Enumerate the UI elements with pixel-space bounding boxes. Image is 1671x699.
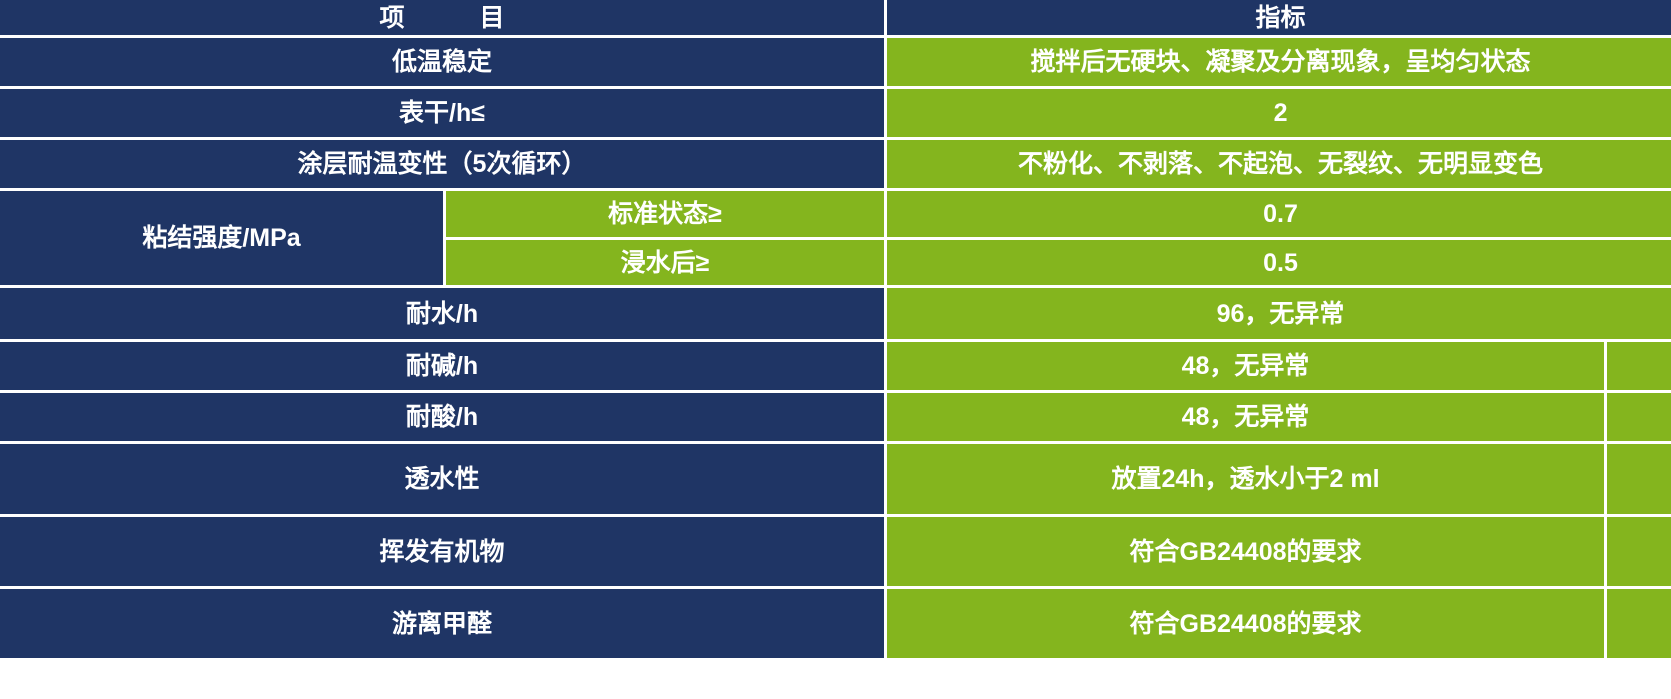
header-indicator-label: 指标 — [884, 0, 1671, 38]
spec-table: 项 目 指标 低温稳定 搅拌后无硬块、凝聚及分离现象，呈均匀状态 表干/h≤ 2… — [0, 0, 1671, 661]
table-row: 透水性 放置24h，透水小于2 ml — [0, 441, 1671, 517]
empty-cell-water-permeability — [1604, 441, 1671, 517]
item-surface-dry-time: 表干/h≤ — [0, 86, 888, 140]
empty-cell-alkali-resistance — [1604, 339, 1671, 393]
header-row: 项 目 指标 — [0, 0, 1671, 38]
empty-cell-free-formaldehyde — [1604, 586, 1671, 661]
item-free-formaldehyde: 游离甲醛 — [0, 586, 888, 661]
sublabel-bond-strength-after-immersion: 浸水后≥ — [442, 237, 888, 288]
table-row: 耐碱/h 48，无异常 — [0, 339, 1671, 393]
value-free-formaldehyde: 符合GB24408的要求 — [884, 586, 1608, 661]
value-coating-heat-cold-cycle: 不粉化、不剥落、不起泡、无裂纹、无明显变色 — [884, 137, 1671, 191]
table-row: 粘结强度/MPa 标准状态≥ 0.7 — [0, 188, 1671, 288]
table-row: 耐酸/h 48，无异常 — [0, 390, 1671, 444]
item-alkali-resistance: 耐碱/h — [0, 339, 888, 393]
table-row: 涂层耐温变性（5次循环） 不粉化、不剥落、不起泡、无裂纹、无明显变色 — [0, 137, 1671, 191]
item-low-temp-stability: 低温稳定 — [0, 35, 888, 89]
item-acid-resistance: 耐酸/h — [0, 390, 888, 444]
value-acid-resistance: 48，无异常 — [884, 390, 1608, 444]
table-row: 低温稳定 搅拌后无硬块、凝聚及分离现象，呈均匀状态 — [0, 35, 1671, 89]
value-bond-strength-standard: 0.7 — [884, 188, 1671, 240]
value-alkali-resistance: 48，无异常 — [884, 339, 1608, 393]
table-row: 表干/h≤ 2 — [0, 86, 1671, 140]
value-water-permeability: 放置24h，透水小于2 ml — [884, 441, 1608, 517]
item-coating-heat-cold-cycle: 涂层耐温变性（5次循环） — [0, 137, 888, 191]
item-bond-strength: 粘结强度/MPa — [0, 188, 446, 288]
item-water-permeability: 透水性 — [0, 441, 888, 517]
table-row: 耐水/h 96，无异常 — [0, 285, 1671, 342]
header-item-label: 项 目 — [0, 0, 888, 38]
empty-cell-acid-resistance — [1604, 390, 1671, 444]
sublabel-bond-strength-standard: 标准状态≥ — [442, 188, 888, 240]
item-water-resistance: 耐水/h — [0, 285, 888, 342]
value-surface-dry-time: 2 — [884, 86, 1671, 140]
value-bond-strength-after-immersion: 0.5 — [884, 237, 1671, 288]
value-low-temp-stability: 搅拌后无硬块、凝聚及分离现象，呈均匀状态 — [884, 35, 1671, 89]
value-water-resistance: 96，无异常 — [884, 285, 1671, 342]
value-volatile-organics: 符合GB24408的要求 — [884, 514, 1608, 589]
empty-cell-volatile-organics — [1604, 514, 1671, 589]
item-volatile-organics: 挥发有机物 — [0, 514, 888, 589]
table-row: 挥发有机物 符合GB24408的要求 — [0, 514, 1671, 589]
table-row: 游离甲醛 符合GB24408的要求 — [0, 586, 1671, 661]
table-row: 浸水后≥ 0.5 — [0, 237, 1671, 288]
